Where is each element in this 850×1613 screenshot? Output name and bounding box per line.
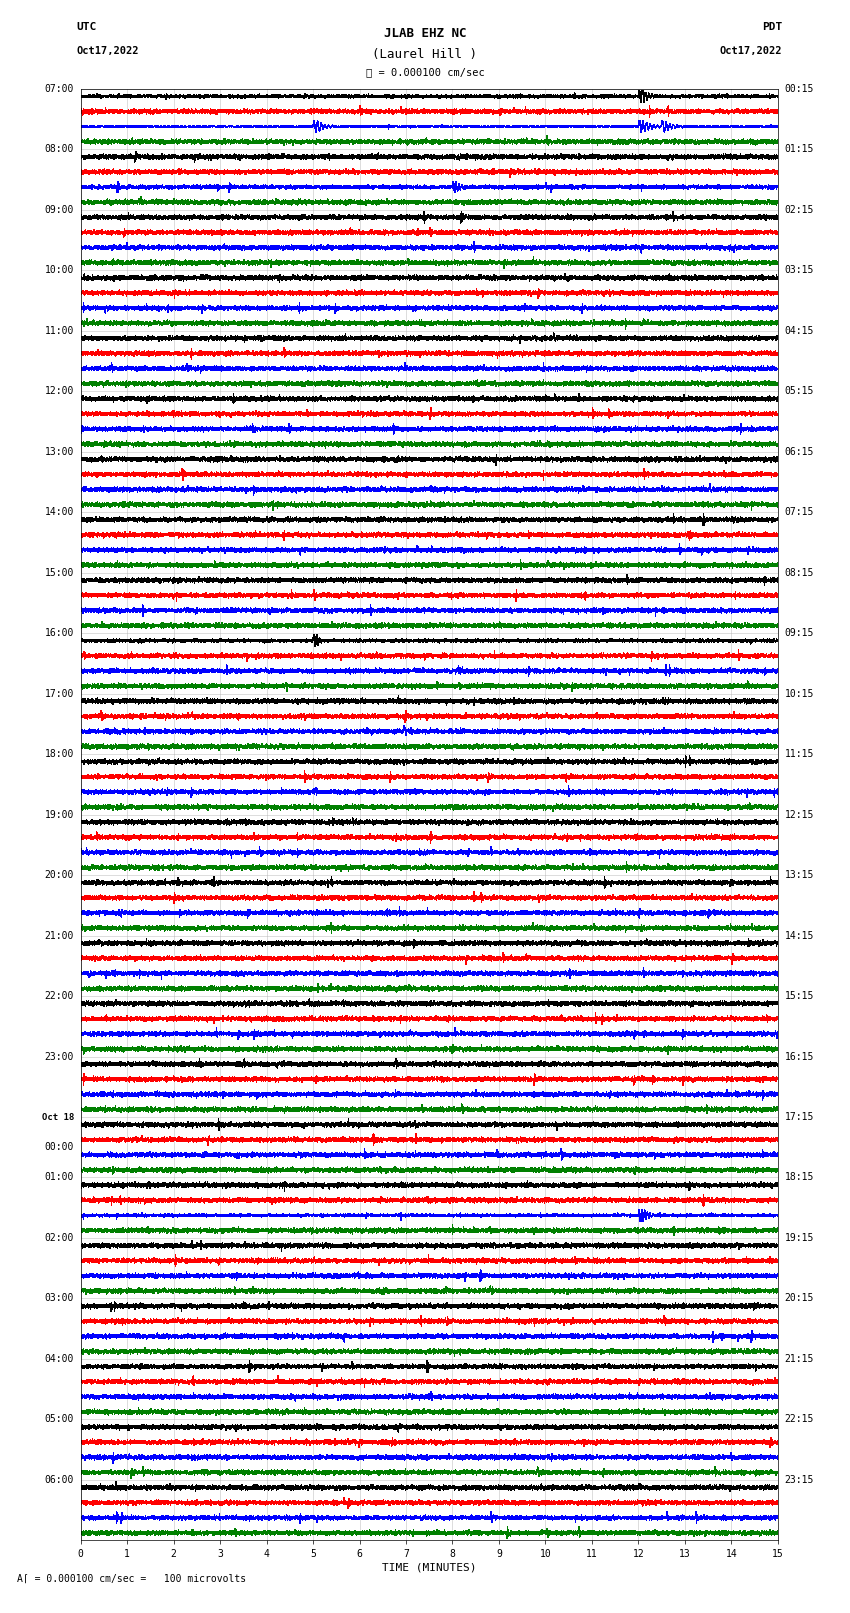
- Text: 05:00: 05:00: [44, 1415, 74, 1424]
- Text: 18:00: 18:00: [44, 748, 74, 760]
- Text: A⌈ = 0.000100 cm/sec =   100 microvolts: A⌈ = 0.000100 cm/sec = 100 microvolts: [17, 1574, 246, 1584]
- Text: 17:00: 17:00: [44, 689, 74, 698]
- Text: 23:00: 23:00: [44, 1052, 74, 1061]
- Text: 01:00: 01:00: [44, 1173, 74, 1182]
- Text: 14:15: 14:15: [785, 931, 814, 940]
- Text: 02:15: 02:15: [785, 205, 814, 215]
- Text: 19:15: 19:15: [785, 1232, 814, 1244]
- Text: 14:00: 14:00: [44, 506, 74, 518]
- Text: 03:00: 03:00: [44, 1294, 74, 1303]
- Text: 04:00: 04:00: [44, 1353, 74, 1365]
- X-axis label: TIME (MINUTES): TIME (MINUTES): [382, 1563, 477, 1573]
- Text: 00:15: 00:15: [785, 84, 814, 94]
- Text: 16:00: 16:00: [44, 627, 74, 639]
- Text: UTC: UTC: [76, 23, 97, 32]
- Text: 23:15: 23:15: [785, 1474, 814, 1486]
- Text: JLAB EHZ NC: JLAB EHZ NC: [383, 27, 467, 40]
- Text: 01:15: 01:15: [785, 144, 814, 155]
- Text: 10:00: 10:00: [44, 265, 74, 276]
- Text: 20:00: 20:00: [44, 869, 74, 881]
- Text: 07:15: 07:15: [785, 506, 814, 518]
- Text: 11:00: 11:00: [44, 326, 74, 336]
- Text: 09:00: 09:00: [44, 205, 74, 215]
- Text: 21:00: 21:00: [44, 931, 74, 940]
- Text: 18:15: 18:15: [785, 1173, 814, 1182]
- Text: 19:00: 19:00: [44, 810, 74, 819]
- Text: 12:00: 12:00: [44, 386, 74, 397]
- Text: 15:15: 15:15: [785, 990, 814, 1002]
- Text: 17:15: 17:15: [785, 1111, 814, 1123]
- Text: 22:00: 22:00: [44, 990, 74, 1002]
- Text: ⎸ = 0.000100 cm/sec: ⎸ = 0.000100 cm/sec: [366, 68, 484, 77]
- Text: 11:15: 11:15: [785, 748, 814, 760]
- Text: 21:15: 21:15: [785, 1353, 814, 1365]
- Text: 04:15: 04:15: [785, 326, 814, 336]
- Text: (Laurel Hill ): (Laurel Hill ): [372, 48, 478, 61]
- Text: 20:15: 20:15: [785, 1294, 814, 1303]
- Text: 22:15: 22:15: [785, 1415, 814, 1424]
- Text: 00:00: 00:00: [44, 1142, 74, 1152]
- Text: 06:15: 06:15: [785, 447, 814, 456]
- Text: 02:00: 02:00: [44, 1232, 74, 1244]
- Text: Oct17,2022: Oct17,2022: [76, 47, 139, 56]
- Text: 16:15: 16:15: [785, 1052, 814, 1061]
- Text: 05:15: 05:15: [785, 386, 814, 397]
- Text: 08:15: 08:15: [785, 568, 814, 577]
- Text: PDT: PDT: [762, 23, 782, 32]
- Text: Oct 18: Oct 18: [42, 1113, 74, 1121]
- Text: 13:00: 13:00: [44, 447, 74, 456]
- Text: 08:00: 08:00: [44, 144, 74, 155]
- Text: 12:15: 12:15: [785, 810, 814, 819]
- Text: Oct17,2022: Oct17,2022: [719, 47, 782, 56]
- Text: 06:00: 06:00: [44, 1474, 74, 1486]
- Text: 07:00: 07:00: [44, 84, 74, 94]
- Text: 09:15: 09:15: [785, 627, 814, 639]
- Text: 15:00: 15:00: [44, 568, 74, 577]
- Text: 03:15: 03:15: [785, 265, 814, 276]
- Text: 10:15: 10:15: [785, 689, 814, 698]
- Text: 13:15: 13:15: [785, 869, 814, 881]
